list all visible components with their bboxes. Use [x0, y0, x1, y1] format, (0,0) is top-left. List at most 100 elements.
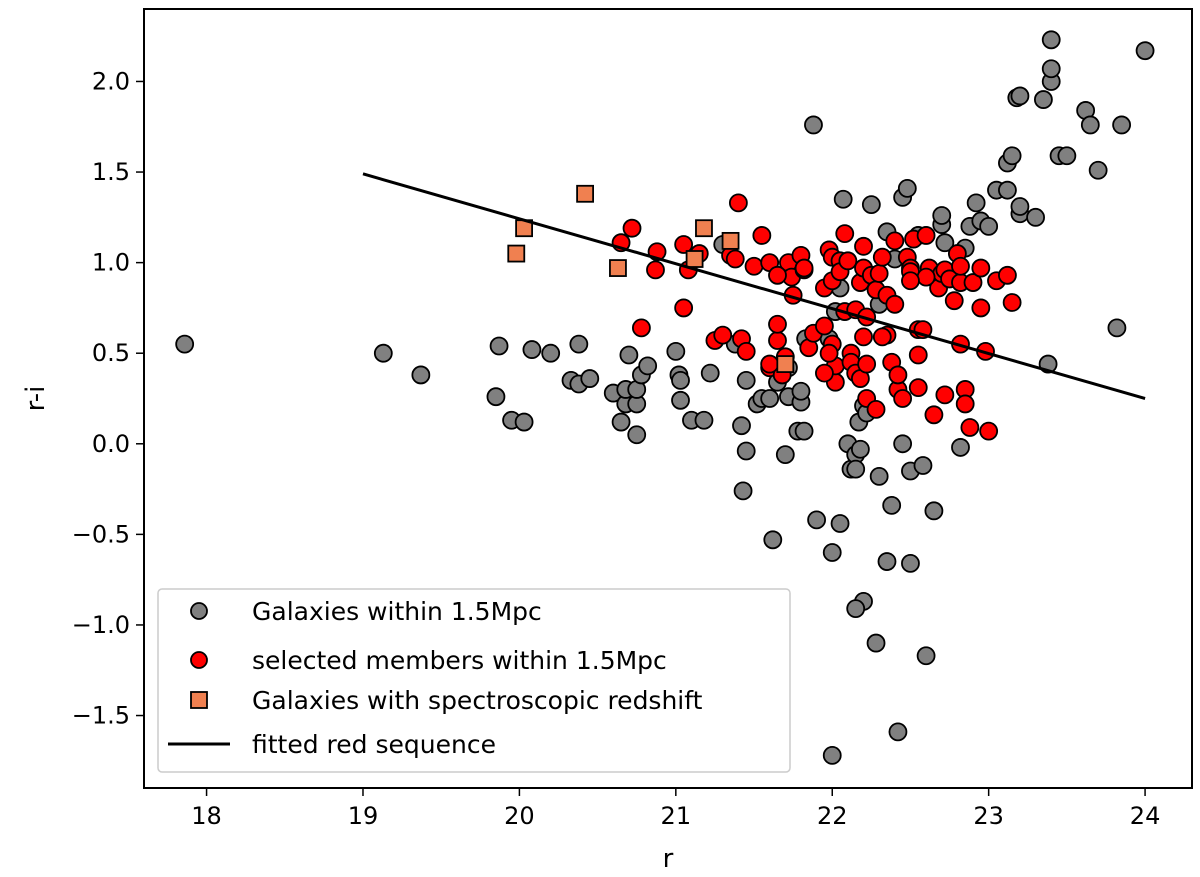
galaxy-point — [822, 543, 842, 562]
member-point — [998, 265, 1017, 285]
galaxy-point — [569, 334, 589, 354]
galaxy-point — [901, 553, 920, 573]
legend-label-galaxies: Galaxies within 1.5Mpc — [252, 597, 542, 626]
member-point — [857, 354, 877, 374]
member-point — [728, 193, 748, 213]
member-point — [815, 363, 834, 383]
galaxy-point — [1107, 318, 1127, 338]
galaxy-point — [1026, 207, 1045, 227]
legend-label-spectroscopic: Galaxies with spectroscopic redshift — [252, 686, 703, 715]
galaxy-point — [732, 416, 751, 436]
legend-marker-members — [190, 651, 208, 669]
galaxy-point — [736, 441, 756, 461]
galaxy-point — [694, 410, 714, 430]
spectroscopic-point — [685, 250, 704, 268]
galaxy-point — [794, 421, 814, 441]
galaxy-point — [893, 434, 913, 454]
galaxy-point — [1041, 59, 1061, 79]
member-point — [944, 291, 964, 311]
legend-box — [157, 588, 791, 773]
galaxy-point — [619, 345, 639, 365]
axes-layer: 18 19 20 21 22 23 24 −1.5 −1.0 −0.5 0.0 0.5 1.0 1.5 2.… — [72, 67, 1161, 830]
galaxy-point — [882, 495, 902, 515]
member-point — [971, 258, 991, 278]
member-point — [955, 394, 975, 414]
member-point — [736, 341, 756, 361]
galaxy-point — [733, 481, 753, 501]
member-point — [872, 327, 892, 347]
galaxy-point — [833, 189, 853, 209]
galaxy-point — [830, 514, 850, 533]
galaxy-point — [861, 195, 881, 215]
galaxy-point — [924, 501, 944, 521]
galaxy-point — [913, 456, 933, 475]
galaxy-point — [846, 599, 866, 619]
galaxy-point — [627, 425, 647, 445]
member-point — [1002, 293, 1022, 312]
galaxy-point — [932, 206, 952, 225]
x-tick-label: 23 — [973, 802, 1004, 830]
galaxy-point — [979, 216, 999, 236]
member-point — [674, 235, 694, 254]
x-axis-label: r — [663, 844, 674, 874]
galaxy-point — [877, 552, 897, 571]
galaxy-point — [916, 646, 936, 666]
galaxy-point — [791, 381, 811, 401]
member-point — [960, 418, 980, 437]
member-point — [835, 224, 855, 244]
member-point — [908, 345, 928, 365]
galaxy-point — [846, 459, 866, 479]
y-tick-label: 1.5 — [92, 158, 130, 186]
member-point — [869, 264, 889, 283]
member-point — [646, 260, 665, 280]
member-point — [885, 231, 905, 251]
galaxy-point — [411, 365, 431, 385]
y-axis-label: r-i — [21, 386, 51, 412]
galaxy-point — [1010, 197, 1030, 216]
galaxy-point — [666, 341, 686, 361]
galaxy-point — [1088, 160, 1108, 180]
galaxy-point — [736, 370, 756, 390]
member-point — [924, 405, 944, 425]
galaxy-point — [804, 115, 823, 135]
galaxy-point — [888, 722, 908, 742]
member-point — [935, 385, 955, 405]
galaxy-point — [486, 387, 506, 407]
member-point — [760, 354, 780, 374]
galaxy-point — [1057, 146, 1077, 166]
galaxy-point — [175, 334, 195, 354]
legend-marker-spectroscopic — [190, 691, 208, 709]
galaxy-point — [951, 438, 970, 457]
member-point — [794, 258, 814, 278]
spectroscopic-point — [507, 244, 526, 263]
member-point — [622, 218, 642, 238]
marks-layer — [175, 30, 1155, 765]
galaxy-point — [514, 412, 534, 432]
member-point — [901, 271, 920, 291]
member-point — [768, 314, 787, 334]
member-point — [854, 236, 873, 256]
y-tick-label: −1.0 — [72, 611, 130, 639]
member-point — [893, 389, 913, 408]
galaxy-point — [1002, 146, 1022, 166]
member-point — [815, 316, 834, 336]
member-point — [819, 343, 839, 363]
member-point — [885, 294, 905, 314]
galaxy-point — [866, 633, 886, 653]
legend-label-members: selected members within 1.5Mpc — [252, 646, 667, 675]
galaxy-point — [522, 340, 542, 359]
x-tick-label: 22 — [817, 802, 848, 830]
galaxy-point — [1080, 115, 1100, 135]
galaxy-point — [1135, 41, 1155, 61]
spectroscopic-point — [576, 184, 594, 203]
galaxy-point — [869, 466, 889, 486]
galaxy-point — [760, 389, 780, 408]
member-point — [916, 267, 936, 287]
member-point — [768, 265, 787, 285]
galaxy-point — [807, 510, 826, 530]
legend-label-red-sequence: fitted red sequence — [252, 730, 496, 759]
y-tick-label: −1.5 — [72, 702, 130, 730]
galaxy-point — [775, 445, 795, 465]
galaxy-point — [671, 370, 690, 390]
